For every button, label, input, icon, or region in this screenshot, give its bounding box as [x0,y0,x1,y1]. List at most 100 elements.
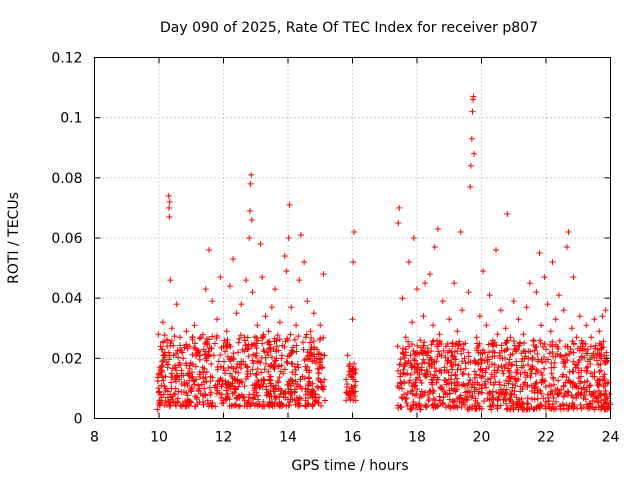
data-point [591,389,598,396]
data-point [500,370,507,377]
data-point [402,396,409,403]
data-point [523,406,530,413]
data-point [549,374,556,381]
data-point [503,400,510,407]
data-point [434,353,441,360]
data-point [196,335,203,342]
data-point [275,401,282,408]
data-point [433,368,440,375]
data-point [548,370,555,377]
data-point [312,360,319,367]
data-point [538,402,545,409]
data-point [566,368,573,375]
data-point [166,403,173,410]
data-point [273,394,280,401]
data-point [570,349,577,356]
data-point [462,401,469,408]
data-point [421,359,428,366]
data-point [271,403,278,410]
data-point [235,369,242,376]
data-point [524,395,531,402]
data-point [241,383,248,390]
data-point [537,337,544,344]
data-point [467,377,474,384]
data-point [206,384,213,391]
data-point [407,406,414,413]
data-point [230,350,237,357]
data-point [405,358,412,365]
data-point [582,341,589,348]
data-point [250,395,257,402]
data-point [521,340,528,347]
data-point [524,405,531,412]
data-point [445,357,452,364]
data-point [298,395,305,402]
data-point [177,402,184,409]
data-point [249,366,256,373]
data-point [503,347,510,354]
data-point [576,347,583,354]
data-point [165,204,172,211]
data-point [406,343,413,350]
data-point [454,366,461,373]
data-point [297,383,304,390]
data-point [208,402,215,409]
data-point [478,360,485,367]
data-point [430,405,437,412]
data-point [563,374,570,381]
data-point [161,402,168,409]
data-point [286,380,293,387]
data-point [450,399,457,406]
data-point [517,339,524,346]
data-point [595,399,602,406]
data-point [241,402,248,409]
data-point [199,399,206,406]
data-point [304,388,311,395]
data-point [560,402,567,409]
data-point [243,363,250,370]
data-point [399,385,406,392]
data-point [237,332,244,339]
data-point [583,365,590,372]
data-point [561,363,568,370]
data-point [532,380,539,387]
data-point [513,400,520,407]
data-point [472,395,479,402]
data-point [560,383,567,390]
data-point [261,403,268,410]
data-point [550,395,557,402]
data-point [165,192,172,199]
data-point [314,365,321,372]
data-point [224,353,231,360]
data-point [528,395,535,402]
data-point [244,368,251,375]
data-point [455,342,462,349]
data-point [415,374,422,381]
data-point [267,377,274,384]
data-point [402,346,409,353]
data-point [529,356,536,363]
data-point [498,342,505,349]
data-point [249,357,256,364]
data-point [316,356,323,363]
data-point [602,387,609,394]
data-point [315,351,322,358]
data-point [223,342,230,349]
data-point [462,365,469,372]
data-point [175,354,182,361]
data-point [564,357,571,364]
data-point [485,341,492,348]
data-point [288,360,295,367]
data-point [192,393,199,400]
data-point [244,399,251,406]
data-point [587,343,594,350]
data-point [601,396,608,403]
data-point [229,390,236,397]
data-point [401,363,408,370]
data-point [508,362,515,369]
data-point [422,348,429,355]
data-point [244,401,251,408]
data-point [469,392,476,399]
data-point [307,346,314,353]
data-point [404,390,411,397]
